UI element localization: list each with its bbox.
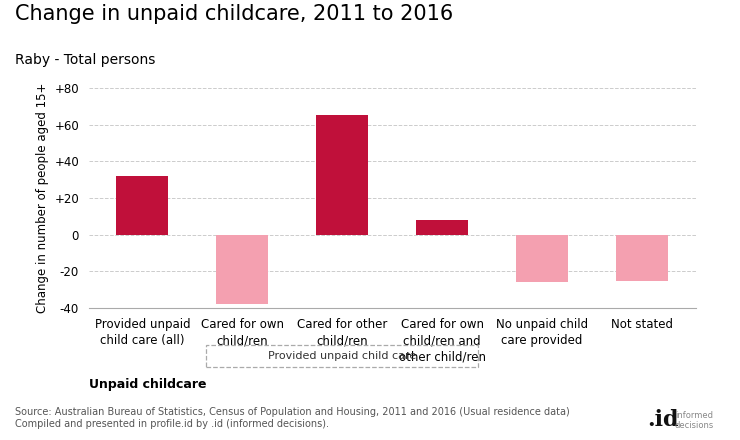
Bar (516, 235, 568, 282)
Bar (416, 220, 468, 235)
Bar (116, 176, 168, 235)
Text: Provided unpaid child care: Provided unpaid child care (268, 352, 417, 361)
Text: .id: .id (648, 409, 679, 431)
Y-axis label: Change in number of people aged 15+: Change in number of people aged 15+ (36, 83, 49, 313)
Text: Unpaid childcare: Unpaid childcare (89, 378, 206, 392)
Bar (316, 116, 369, 235)
Text: Raby - Total persons: Raby - Total persons (15, 53, 155, 67)
Bar (616, 235, 668, 281)
Bar (216, 235, 269, 304)
Text: Change in unpaid childcare, 2011 to 2016: Change in unpaid childcare, 2011 to 2016 (15, 4, 453, 24)
Text: Source: Australian Bureau of Statistics, Census of Population and Housing, 2011 : Source: Australian Bureau of Statistics,… (15, 407, 570, 429)
Text: informed
decisions: informed decisions (675, 411, 714, 430)
